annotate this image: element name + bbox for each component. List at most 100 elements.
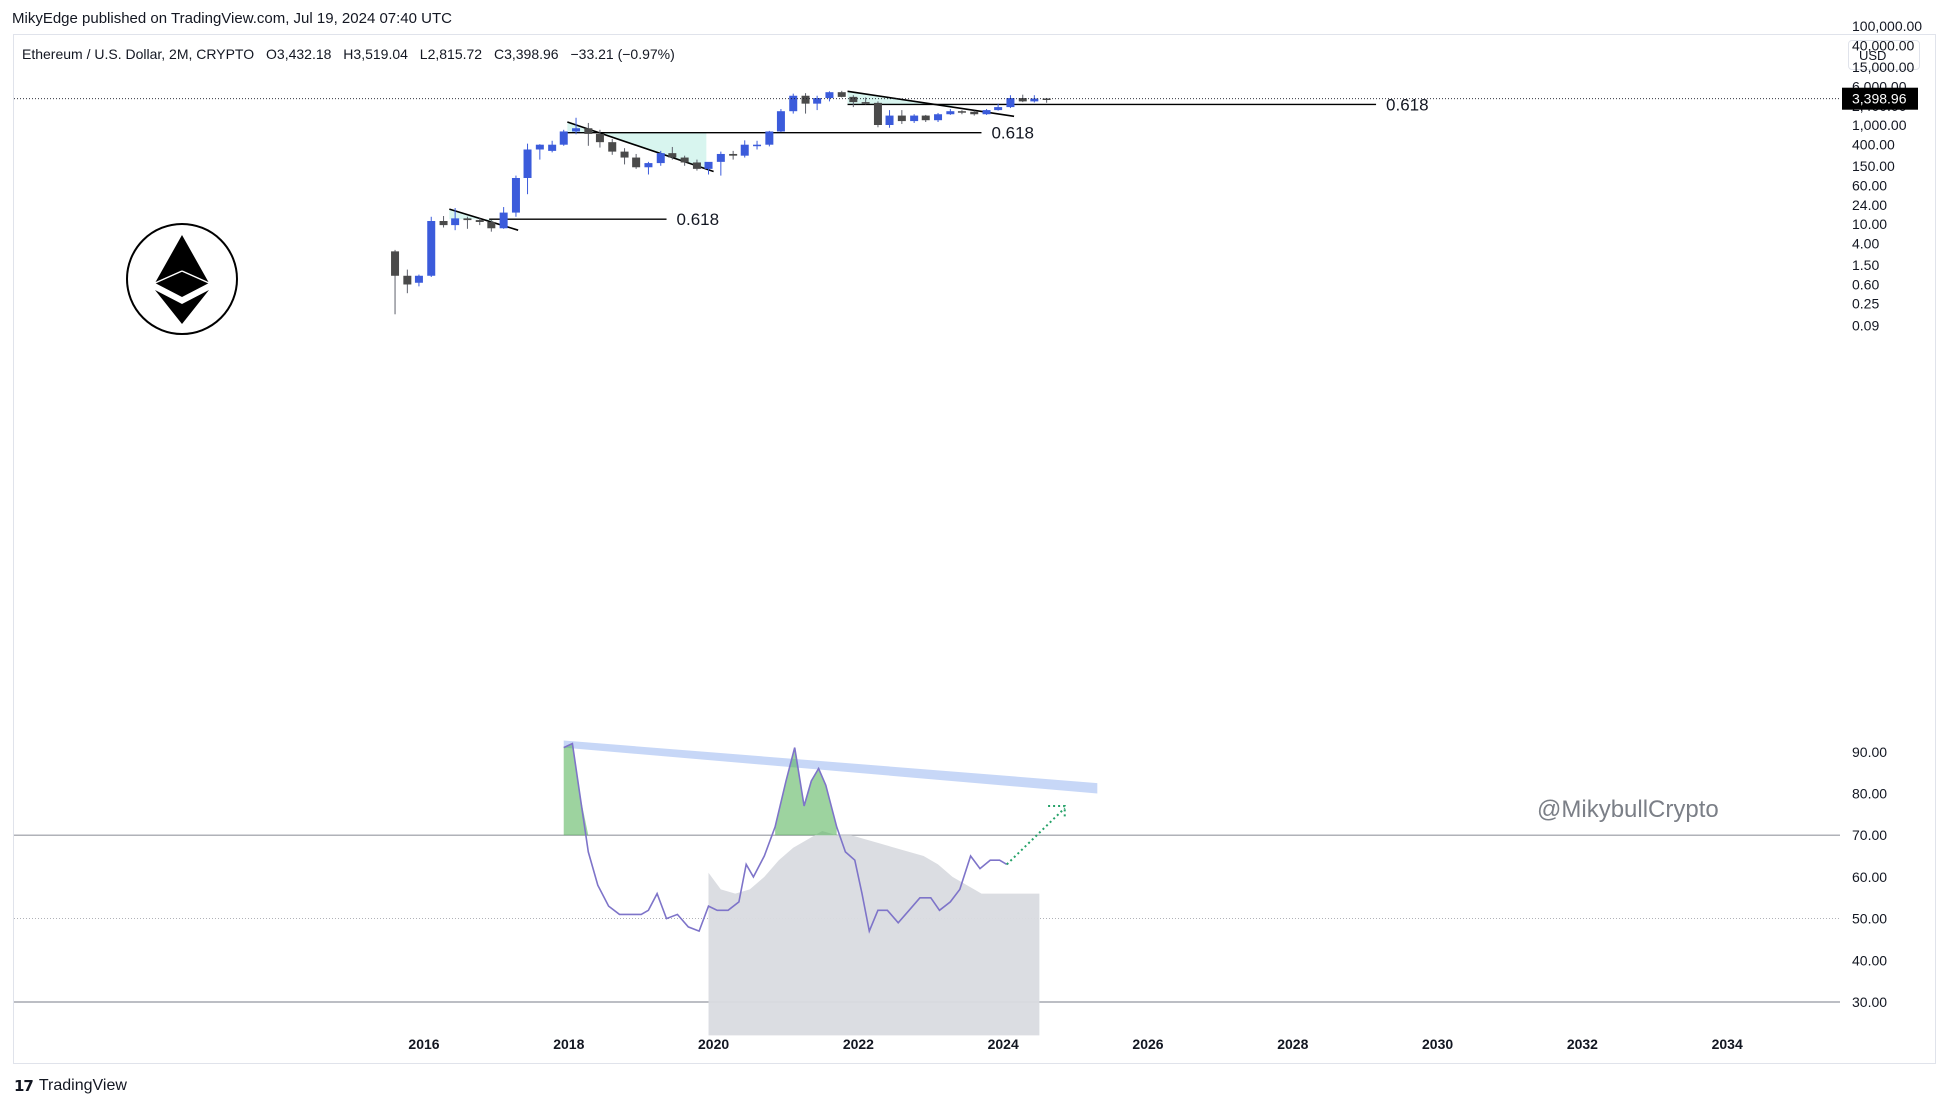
candle-body [789, 95, 798, 112]
symbol-legend: Ethereum / U.S. Dollar, 2M, CRYPTO O3,43… [22, 46, 683, 62]
oscillator-axis-tick: 40.00 [1852, 952, 1887, 968]
oscillator-axis-tick: 60.00 [1852, 869, 1887, 885]
candle-body [1018, 98, 1027, 102]
fib-level-label: 0.618 [677, 210, 720, 229]
ohlc-open: O3,432.18 [266, 46, 332, 62]
candle-body [644, 163, 653, 168]
candle-body [885, 115, 894, 125]
tradingview-logo-icon: 17 [14, 1077, 34, 1095]
candle-body [740, 144, 749, 156]
candle-body [776, 111, 785, 132]
candle-body [813, 98, 822, 104]
watermark-text: @MikybullCrypto [1537, 796, 1719, 823]
candle-body [523, 149, 532, 178]
time-axis-tick: 2018 [553, 1036, 584, 1052]
candle-body [668, 153, 677, 158]
ethereum-logo-lower [155, 290, 209, 324]
ethereum-logo-facet [181, 270, 210, 284]
resistance-band [563, 740, 1098, 794]
candle-body [910, 115, 919, 122]
price-axis-tick: 15,000.00 [1852, 59, 1914, 75]
ethereum-logo-facet [154, 270, 183, 284]
candle-body [946, 111, 955, 115]
overbought-fill [775, 747, 837, 836]
candle-body [427, 220, 436, 276]
price-axis-tick: 0.09 [1852, 317, 1879, 333]
time-axis-tick: 2026 [1132, 1036, 1163, 1052]
candle-body [729, 153, 738, 156]
candle-body [608, 142, 617, 152]
symbol-name[interactable]: Ethereum / U.S. Dollar, 2M, CRYPTO [22, 46, 255, 62]
price-axis-tick: 24.00 [1852, 197, 1887, 213]
oscillator-average-area [708, 831, 1040, 1036]
price-axis-tick: 150.00 [1852, 158, 1895, 174]
candle-body [487, 221, 496, 229]
candle-body [511, 177, 520, 213]
candle-body [475, 220, 484, 222]
candle-body [439, 220, 448, 226]
fib-level-label: 0.618 [991, 124, 1034, 143]
currency-button[interactable]: USD [1848, 40, 1920, 70]
candle-body [825, 92, 834, 99]
price-axis-tick: 60.00 [1852, 177, 1887, 193]
overbought-fill [563, 743, 589, 836]
ohlc-change: −33.21 (−0.97%) [570, 46, 675, 62]
footer-brand[interactable]: 17 TradingView [14, 1077, 127, 1095]
candle-body [957, 111, 966, 113]
candle-body [499, 212, 508, 229]
time-axis-tick: 2016 [408, 1036, 439, 1052]
candle-body [595, 133, 604, 143]
time-axis-tick: 2030 [1422, 1036, 1453, 1052]
candle-body [584, 128, 593, 134]
oscillator-axis-tick: 70.00 [1852, 827, 1887, 843]
publisher-line: MikyEdge published on TradingView.com, J… [12, 10, 452, 27]
fib-level-label: 0.618 [1386, 95, 1429, 114]
candle-body [704, 161, 713, 169]
candle-body [680, 157, 689, 163]
projection-arrow [1006, 807, 1066, 866]
oscillator-axis-tick: 30.00 [1852, 994, 1887, 1010]
ohlc-high: H3,519.04 [343, 46, 408, 62]
candle-body [753, 144, 762, 147]
price-axis-tick: 40,000.00 [1852, 38, 1914, 54]
candle-body [982, 110, 991, 115]
time-axis-tick: 2020 [698, 1036, 729, 1052]
candle-body [801, 95, 810, 104]
price-axis-tick: 0.60 [1852, 276, 1879, 292]
candle-body [403, 275, 412, 285]
candle-body [873, 102, 882, 125]
time-axis-tick: 2022 [843, 1036, 874, 1052]
candle-body [716, 153, 725, 162]
oscillator-line [563, 742, 1008, 934]
time-axis-tick: 2032 [1567, 1036, 1598, 1052]
projection-arrowhead [1048, 805, 1066, 819]
candle-body [414, 275, 423, 283]
price-axis-tick: 400.00 [1852, 137, 1895, 153]
candle-body [934, 114, 943, 121]
candle-body [1042, 98, 1051, 100]
time-axis-tick: 2028 [1277, 1036, 1308, 1052]
oscillator-axis-tick: 50.00 [1852, 911, 1887, 927]
ethereum-logo-upper [155, 235, 209, 297]
candle-body [548, 144, 557, 151]
candle-body [921, 115, 930, 121]
price-axis-tick: 4.00 [1852, 236, 1879, 252]
candle-body [1030, 98, 1039, 102]
price-axis-tick: 1.50 [1852, 257, 1879, 273]
time-axis-tick: 2034 [1712, 1036, 1743, 1052]
price-axis-tick: 10.00 [1852, 216, 1887, 232]
candle-body [765, 131, 774, 145]
oscillator-axis-tick: 80.00 [1852, 786, 1887, 802]
candle-body [535, 144, 544, 150]
price-axis-tick: 1,000.00 [1852, 117, 1907, 133]
candle-body [391, 251, 400, 276]
last-price-tag [1842, 87, 1918, 110]
candle-body [861, 102, 870, 104]
candle-body [572, 128, 581, 132]
last-price-label: 3,398.96 [1852, 91, 1907, 107]
candle-body [849, 96, 858, 103]
ohlc-close: C3,398.96 [493, 46, 559, 62]
candle-body [692, 162, 701, 169]
ohlc-low: L2,815.72 [419, 46, 483, 62]
